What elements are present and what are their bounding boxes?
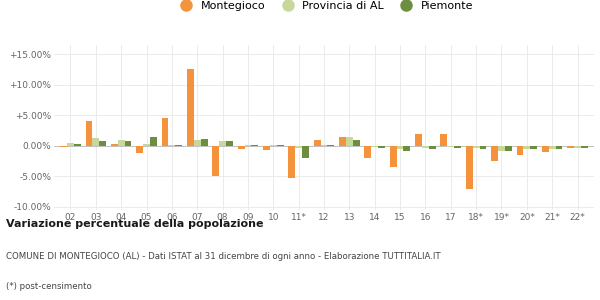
Bar [371,146,378,147]
Bar [245,145,251,146]
Bar [328,145,334,146]
Bar [549,146,556,149]
Bar [581,146,588,148]
Bar [238,146,245,149]
Bar [415,134,422,146]
Bar [226,141,233,146]
Bar [567,146,574,148]
Bar [251,145,258,146]
Bar [491,146,498,161]
Bar [277,145,284,146]
Bar [99,141,106,146]
Bar [263,146,270,150]
Bar [187,69,194,146]
Bar [92,139,99,146]
Bar [498,146,505,151]
Bar [364,146,371,158]
Bar [505,146,512,151]
Bar [74,144,81,146]
Bar [194,140,200,146]
Bar [60,146,67,147]
Bar [212,146,219,176]
Bar [353,140,359,146]
Bar [136,146,143,153]
Bar [111,144,118,146]
Text: (*) post-censimento: (*) post-censimento [6,282,92,291]
Bar [422,146,429,148]
Bar [479,146,487,149]
Bar [169,145,175,146]
Bar [86,122,92,146]
Bar [429,146,436,149]
Bar [542,146,549,152]
Bar [378,146,385,148]
Bar [454,146,461,148]
Bar [339,137,346,146]
Bar [320,145,328,146]
Bar [346,137,353,146]
Bar [314,140,320,146]
Bar [473,146,479,148]
Bar [143,144,150,146]
Legend: Montegioco, Provincia di AL, Piemonte: Montegioco, Provincia di AL, Piemonte [175,1,473,11]
Bar [403,146,410,151]
Bar [466,146,473,189]
Bar [270,145,277,146]
Text: Variazione percentuale della popolazione: Variazione percentuale della popolazione [6,219,263,229]
Bar [125,141,131,146]
Bar [574,146,581,148]
Bar [67,143,74,146]
Bar [523,146,530,149]
Bar [295,146,302,148]
Bar [517,146,523,155]
Bar [200,139,208,146]
Bar [175,145,182,146]
Bar [302,146,309,158]
Bar [150,137,157,146]
Bar [556,146,562,149]
Bar [219,141,226,146]
Bar [289,146,295,178]
Bar [448,146,454,147]
Bar [530,146,537,149]
Bar [440,134,448,146]
Bar [397,146,403,149]
Bar [390,146,397,167]
Bar [118,140,125,146]
Text: COMUNE DI MONTEGIOCO (AL) - Dati ISTAT al 31 dicembre di ogni anno - Elaborazion: COMUNE DI MONTEGIOCO (AL) - Dati ISTAT a… [6,252,440,261]
Bar [161,118,169,146]
